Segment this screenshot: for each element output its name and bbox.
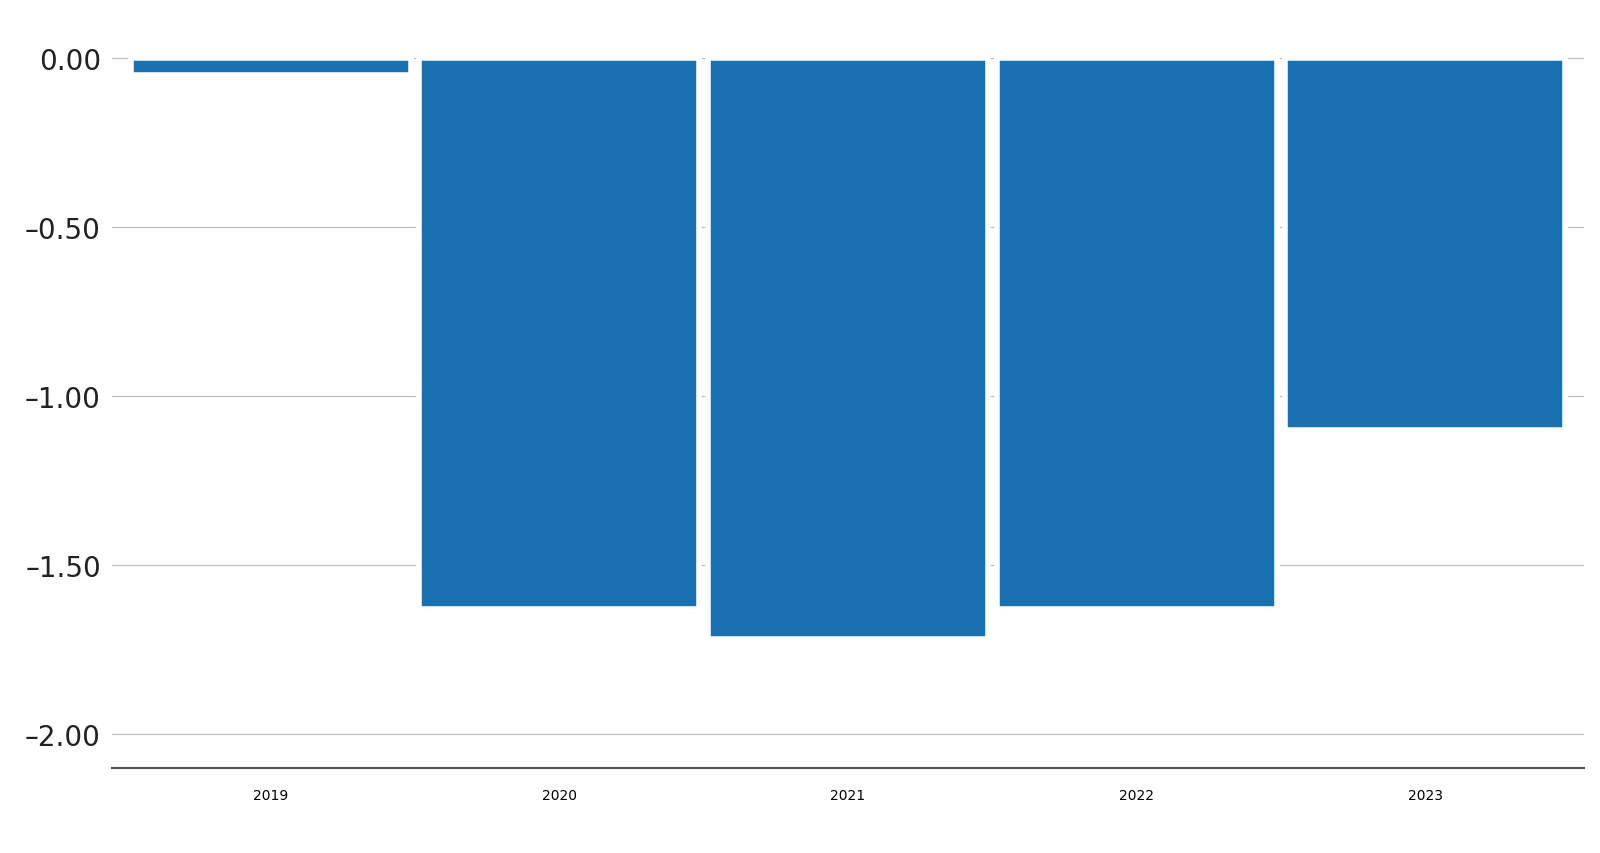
Bar <box>709 60 987 640</box>
Bar <box>419 60 699 609</box>
Bar <box>131 60 411 76</box>
Bar <box>997 60 1277 609</box>
Bar <box>1285 60 1565 431</box>
